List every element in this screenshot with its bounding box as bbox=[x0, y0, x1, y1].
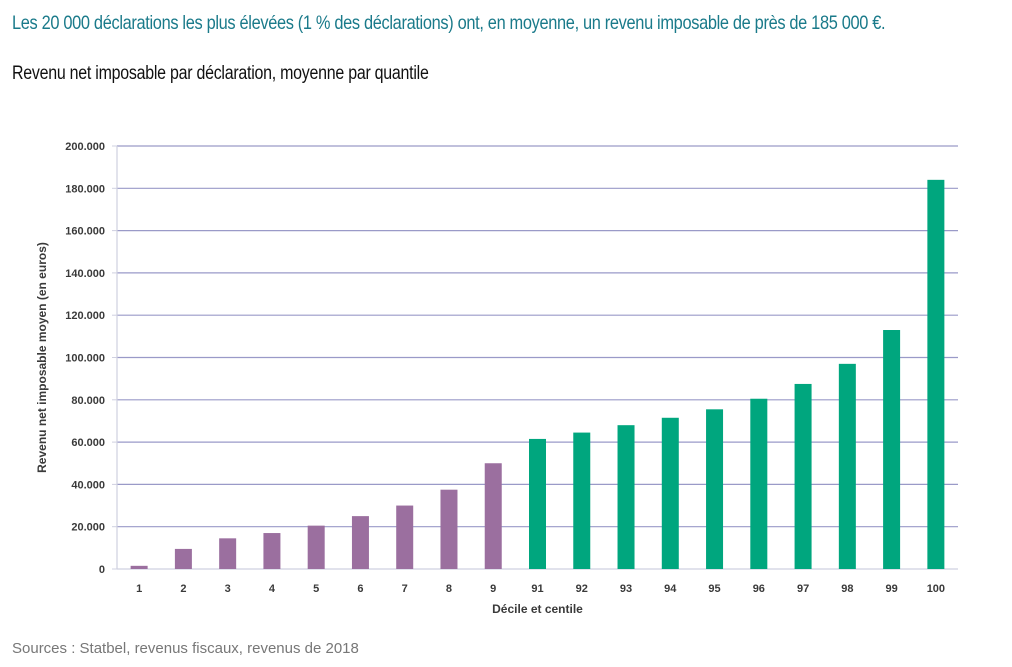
gridlines bbox=[117, 145, 958, 528]
x-tick-label: 98 bbox=[841, 583, 853, 595]
y-tick-label: 180.000 bbox=[65, 183, 105, 195]
y-tick-labels: 0 20.000 40.000 60.000 80.000 100.000 120.000 1… bbox=[65, 141, 117, 576]
bar-9 bbox=[484, 463, 502, 569]
x-tick-label: 99 bbox=[885, 583, 897, 595]
y-tick-label: 0 bbox=[99, 564, 105, 576]
y-axis-title: Revenu net imposable moyen (en euros) bbox=[35, 242, 49, 473]
bars bbox=[130, 179, 945, 569]
x-tick-label: 2 bbox=[180, 583, 186, 595]
bar-5 bbox=[307, 525, 325, 569]
y-tick-label: 40.000 bbox=[71, 479, 105, 491]
y-tick-label: 100.000 bbox=[65, 353, 105, 365]
x-tick-label: 97 bbox=[797, 583, 809, 595]
bar-96 bbox=[750, 398, 768, 569]
x-axis-title: Décile et centile bbox=[492, 602, 583, 616]
x-tick-label: 100 bbox=[927, 583, 945, 595]
x-tick-label: 9 bbox=[490, 583, 496, 595]
bar-1 bbox=[130, 565, 148, 569]
x-tick-label: 94 bbox=[664, 583, 677, 595]
bar-95 bbox=[706, 409, 724, 569]
bar-94 bbox=[661, 417, 679, 569]
chart-subtitle: Revenu net imposable par déclaration, mo… bbox=[12, 63, 429, 84]
x-tick-label: 3 bbox=[225, 583, 231, 595]
x-tick-label: 96 bbox=[753, 583, 765, 595]
y-tick-label: 160.000 bbox=[65, 226, 105, 238]
bar-8 bbox=[440, 489, 458, 569]
bar-3 bbox=[219, 538, 237, 569]
bar-93 bbox=[617, 425, 635, 569]
x-tick-label: 1 bbox=[136, 583, 142, 595]
bar-2 bbox=[174, 548, 192, 569]
x-tick-labels: 1 2 3 4 5 6 7 8 9 91 92 93 94 95 96 97 98 99 100 bbox=[136, 583, 945, 595]
x-tick-label: 95 bbox=[708, 583, 720, 595]
bar-91 bbox=[529, 438, 546, 569]
bar-6 bbox=[351, 516, 369, 569]
bar-4 bbox=[263, 533, 281, 569]
x-tick-label: 6 bbox=[357, 583, 363, 595]
headline: Les 20 000 déclarations les plus élevées… bbox=[12, 12, 886, 34]
x-tick-label: 7 bbox=[402, 583, 408, 595]
y-tick-label: 80.000 bbox=[71, 395, 105, 407]
bar-99 bbox=[883, 330, 901, 569]
y-tick-label: 20.000 bbox=[71, 522, 105, 534]
bar-98 bbox=[838, 363, 856, 569]
bar-7 bbox=[396, 505, 414, 569]
source-note: Sources : Statbel, revenus fiscaux, reve… bbox=[12, 640, 359, 657]
x-tick-label: 91 bbox=[531, 583, 543, 595]
y-tick-label: 200.000 bbox=[65, 141, 105, 153]
x-tick-label: 93 bbox=[620, 583, 632, 595]
y-tick-label: 140.000 bbox=[65, 268, 105, 280]
bar-92 bbox=[573, 432, 591, 569]
y-tick-label: 120.000 bbox=[65, 310, 105, 322]
x-tick-label: 92 bbox=[576, 583, 588, 595]
x-tick-label: 8 bbox=[446, 583, 452, 595]
bar-chart: 0 20.000 40.000 60.000 80.000 100.000 120.000 1… bbox=[35, 141, 958, 616]
bar-100 bbox=[927, 179, 945, 569]
y-tick-label: 60.000 bbox=[71, 437, 105, 449]
x-tick-label: 5 bbox=[313, 583, 319, 595]
bar-97 bbox=[794, 383, 812, 569]
x-tick-label: 4 bbox=[269, 583, 276, 595]
